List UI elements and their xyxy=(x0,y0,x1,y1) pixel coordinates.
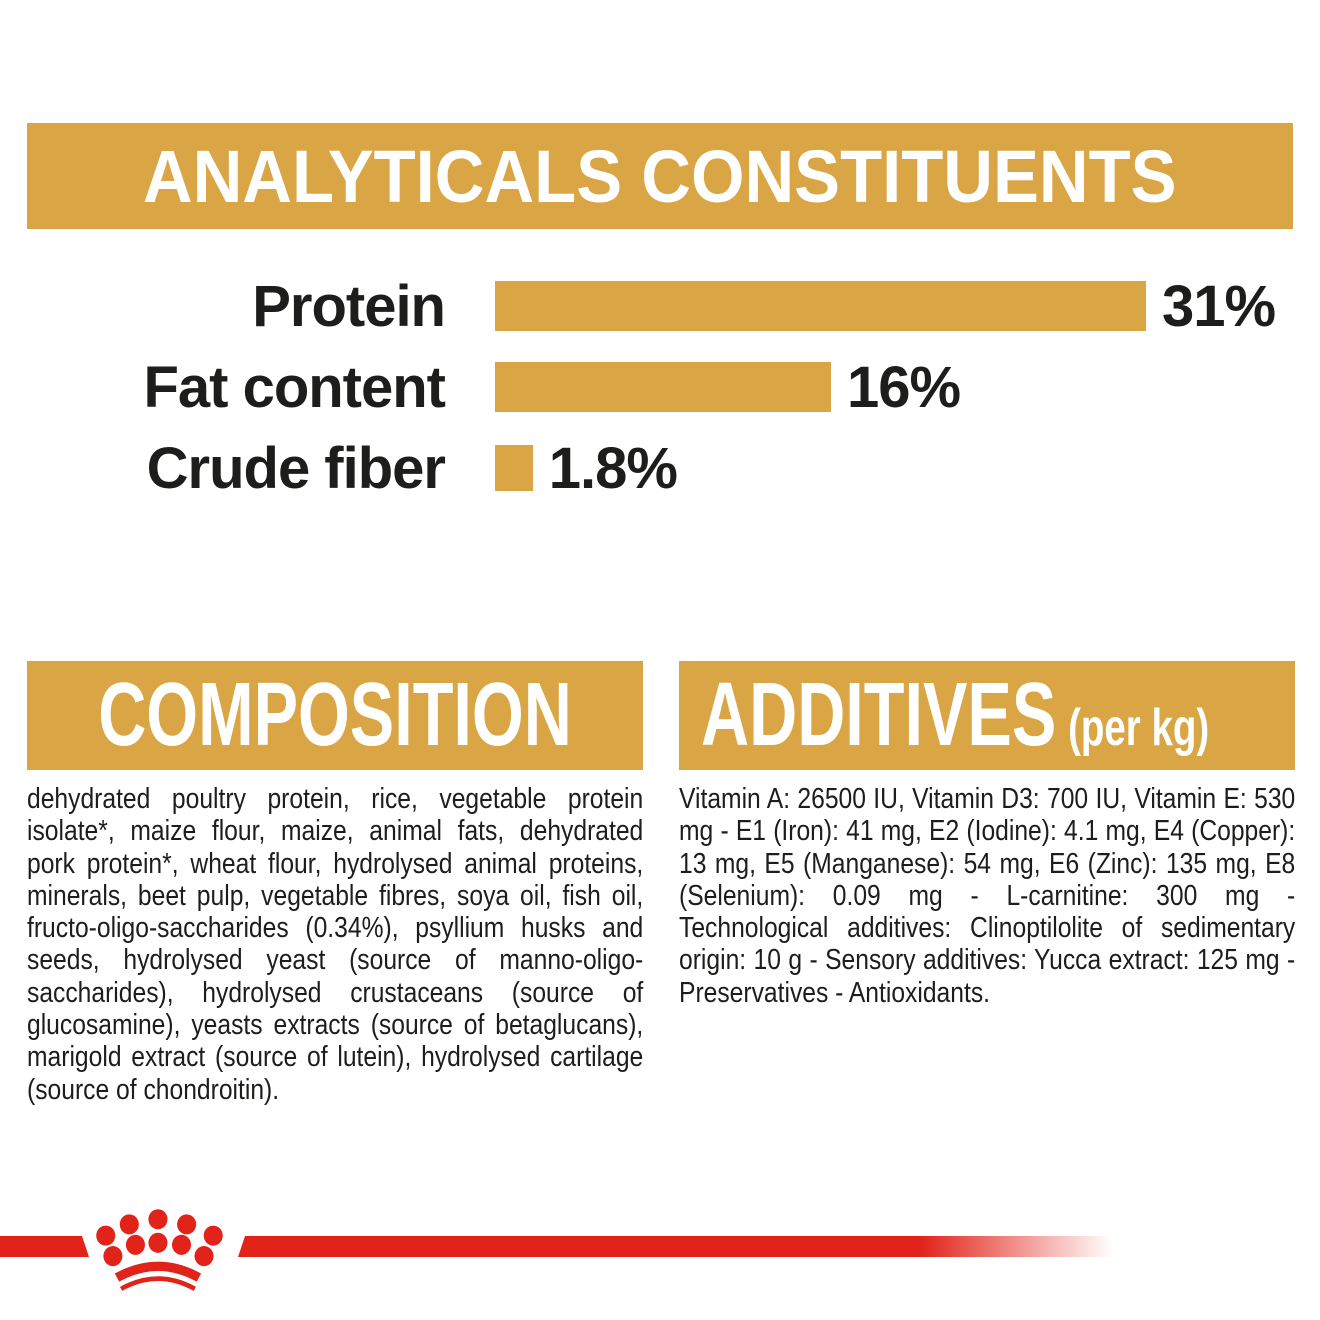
additives-header-banner: ADDITIVES (per kg) xyxy=(679,661,1295,770)
royal-canin-crown-logo xyxy=(96,1209,223,1291)
additives-title-suffix: (per kg) xyxy=(1068,699,1210,757)
chart-row-protein: Protein 31% xyxy=(0,274,1320,339)
chart-label-crude-fiber: Crude fiber xyxy=(146,435,446,501)
chart-bar-crude-fiber xyxy=(495,445,533,491)
composition-title: COMPOSITION xyxy=(98,665,572,765)
chart-value-protein: 31% xyxy=(1162,273,1276,339)
additives-title: ADDITIVES xyxy=(701,665,1057,765)
analyticals-bar-chart: Protein 31% Fat content 16% Crude fiber … xyxy=(0,274,1320,524)
chart-value-crude-fiber: 1.8% xyxy=(548,435,678,501)
chart-row-fat-content: Fat content 16% xyxy=(0,355,1320,420)
red-stripe-left xyxy=(0,1236,89,1257)
chart-bar-fat-content xyxy=(495,362,831,412)
chart-label-protein: Protein xyxy=(252,273,446,339)
red-stripe-right-fading xyxy=(238,1236,1113,1257)
additives-text: Vitamin A: 26500 IU, Vitamin D3: 700 IU,… xyxy=(679,783,1296,1009)
composition-header-banner: COMPOSITION xyxy=(27,661,643,770)
composition-text: dehydrated poultry protein, rice, vegeta… xyxy=(27,783,644,1106)
chart-bar-protein xyxy=(495,281,1146,331)
analyticals-header-banner: ANALYTICALS CONSTITUENTS xyxy=(27,123,1293,229)
chart-row-crude-fiber: Crude fiber 1.8% xyxy=(0,436,1320,501)
chart-label-fat-content: Fat content xyxy=(143,354,446,420)
chart-value-fat-content: 16% xyxy=(847,354,961,420)
additives-title-wrap: ADDITIVES (per kg) xyxy=(701,664,1209,767)
analyticals-title: ANALYTICALS CONSTITUENTS xyxy=(143,134,1177,218)
